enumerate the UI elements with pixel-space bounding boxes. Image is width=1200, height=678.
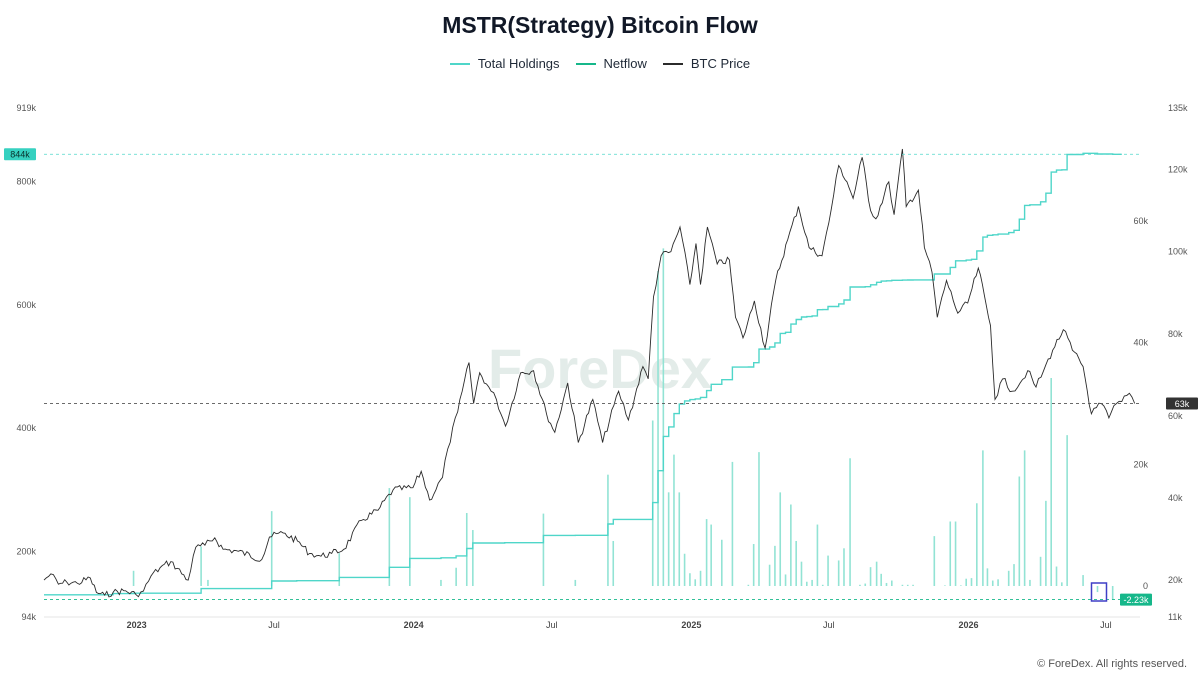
legend: Total Holdings Netflow BTC Price	[0, 56, 1200, 71]
left-axis-tick: 919k	[16, 103, 36, 113]
right-axis-tick: 11k	[1168, 612, 1182, 622]
right-axis-tick: 135k	[1168, 103, 1188, 113]
right-axis-tick: 20k	[1168, 575, 1183, 585]
legend-swatch-total-holdings	[449, 62, 470, 65]
x-axis-tick: 2026	[958, 620, 978, 630]
netflow-last-value-badge: -2.23k	[1123, 595, 1149, 605]
x-axis-tick: Jul	[823, 620, 835, 630]
holdings-last-value-badge-bg	[4, 148, 36, 161]
right-axis-tick: 40k	[1168, 493, 1183, 503]
copyright-footer: © ForeDex. All rights reserved.	[1037, 658, 1187, 670]
left-axis-tick: 400k	[16, 423, 36, 433]
left-axis-tick: 600k	[16, 300, 36, 310]
mid-axis-tick: 60k	[1133, 216, 1148, 226]
latest-netflow-highlight	[1090, 582, 1108, 602]
legend-item-total-holdings[interactable]: Total Holdings	[449, 56, 560, 71]
mid-axis-tick: 20k	[1133, 459, 1148, 469]
mid-axis-tick: 0	[1143, 581, 1148, 591]
left-axis-tick: 800k	[16, 176, 36, 186]
holdings-last-value-badge: 844k	[10, 150, 30, 160]
legend-item-netflow[interactable]: Netflow	[575, 56, 647, 71]
right-axis-tick: 100k	[1168, 247, 1188, 257]
x-axis-tick: 2025	[681, 620, 701, 630]
x-axis-tick: Jul	[546, 620, 558, 630]
legend-item-btc-price[interactable]: BTC Price	[662, 56, 751, 71]
right-axis-tick: 80k	[1168, 329, 1183, 339]
legend-swatch-netflow	[575, 62, 596, 65]
total-holdings-line	[44, 152, 1122, 596]
btc-price-line	[43, 148, 1136, 598]
legend-label-total-holdings: Total Holdings	[477, 56, 560, 71]
legend-label-btc-price: BTC Price	[690, 56, 751, 71]
x-axis-tick: Jul	[268, 620, 280, 630]
netflow-bars	[132, 248, 1114, 600]
watermark: ForeDex	[488, 337, 712, 400]
left-axis-tick: 94k	[21, 612, 36, 622]
legend-swatch-btc-price	[662, 62, 683, 65]
chart-title: MSTR(Strategy) Bitcoin Flow	[442, 12, 758, 38]
price-last-value-badge: 63k	[1175, 399, 1190, 409]
left-axis-tick: 200k	[16, 547, 36, 557]
x-axis-tick: 2024	[404, 620, 424, 630]
price-last-value-badge-bg	[1166, 397, 1198, 410]
x-axis-tick: 2023	[127, 620, 147, 630]
legend-label-netflow: Netflow	[603, 56, 647, 71]
right-axis-tick: 60k	[1168, 411, 1183, 421]
mid-axis-tick: 40k	[1133, 338, 1148, 348]
netflow-last-value-badge-bg	[1120, 593, 1152, 606]
x-axis-tick: Jul	[1100, 620, 1112, 630]
right-axis-tick: 120k	[1168, 165, 1188, 175]
